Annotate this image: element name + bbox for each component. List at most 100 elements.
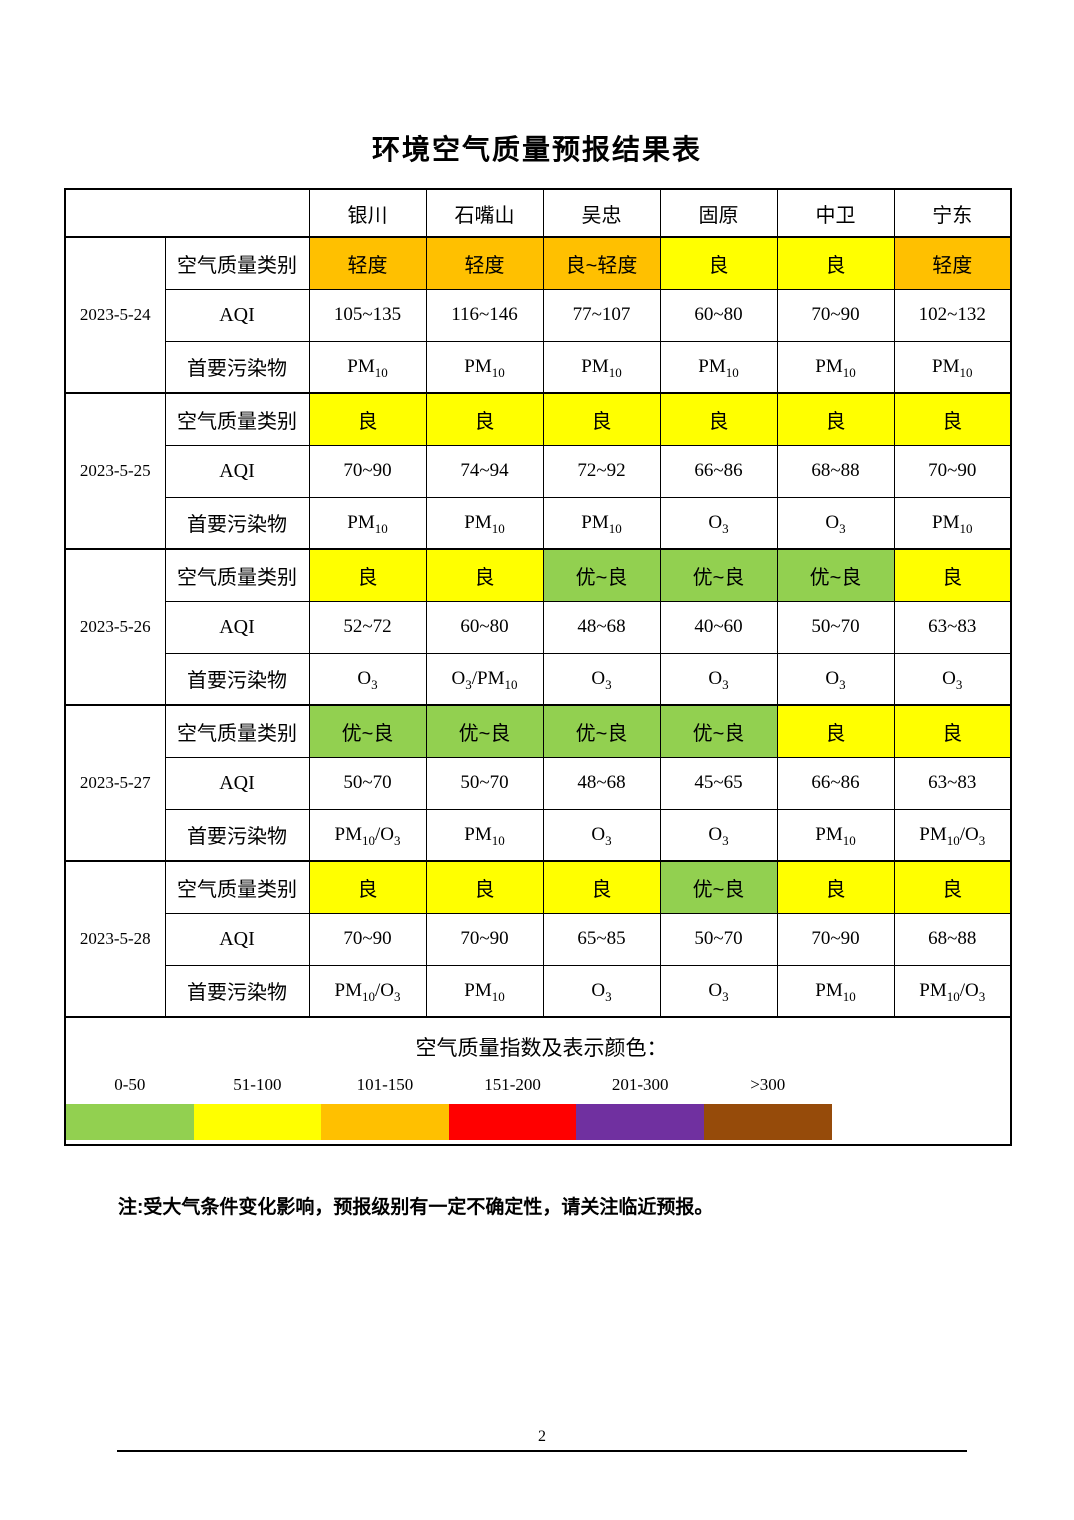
category-cell: 优~良	[659, 704, 778, 758]
aqi-cell: 116~146	[425, 288, 544, 342]
pollutant-cell: PM10	[542, 340, 661, 394]
pollutant-cell: PM10/O3	[308, 808, 427, 862]
aqi-cell: 60~80	[659, 288, 778, 342]
aqi-forecast-table: 银川 石嘴山 吴忠 固原 中卫 宁东 2023-5-24 空气质量类别 轻度 轻度 良~轻度良良轻…	[64, 188, 1012, 1146]
aqi-cell: 60~80	[425, 600, 544, 654]
aqi-cell: 50~70	[776, 600, 895, 654]
aqi-cell: 50~70	[308, 756, 427, 810]
category-cell: 良	[308, 392, 427, 446]
row-label-aqi: AQI	[164, 444, 310, 498]
city-header-row: 银川 石嘴山 吴忠 固原 中卫 宁东	[64, 188, 1012, 238]
row-label-pollutant: 首要污染物	[164, 808, 310, 862]
aqi-cell: 70~90	[308, 912, 427, 966]
category-cell: 良	[776, 236, 895, 290]
aqi-cell: 70~90	[425, 912, 544, 966]
legend-color-swatch	[703, 1103, 832, 1140]
table-row-aqi: AQI 105~135 116~146 77~107 60~80 70~90 102~132	[65, 288, 1012, 342]
pollutant-cell: PM10	[776, 340, 895, 394]
aqi-cell: 50~70	[425, 756, 544, 810]
category-cell: 良	[776, 392, 895, 446]
footer-rule: 2	[117, 1428, 967, 1452]
row-label-aqi: AQI	[164, 600, 310, 654]
table-row-aqi: AQI 52~72 60~80 48~68 40~60 50~70 63~83	[65, 600, 1012, 654]
aqi-cell: 63~83	[893, 756, 1012, 810]
aqi-cell: 70~90	[893, 444, 1012, 498]
pollutant-cell: O3	[308, 652, 427, 706]
pollutant-cell: PM10	[776, 808, 895, 862]
row-label-pollutant: 首要污染物	[164, 964, 310, 1018]
row-label-category: 空气质量类别	[164, 860, 310, 914]
aqi-cell: 72~92	[542, 444, 661, 498]
aqi-cell: 74~94	[425, 444, 544, 498]
aqi-cell: 68~88	[893, 912, 1012, 966]
category-cell: 优~良	[659, 548, 778, 602]
row-label-category: 空气质量类别	[164, 548, 310, 602]
table-row-category: 2023-5-24 空气质量类别 轻度 轻度 良~轻度良良轻度	[64, 236, 1012, 394]
legend-range-label: 101-150	[356, 1074, 414, 1094]
aqi-cell: 48~68	[542, 600, 661, 654]
pollutant-cell: PM10	[425, 808, 544, 862]
row-label-aqi: AQI	[164, 912, 310, 966]
category-cell: 良	[893, 392, 1012, 446]
category-cell: 良	[542, 392, 661, 446]
pollutant-cell: PM10	[425, 340, 544, 394]
table-row-pollutant: 首要污染物 PM10/O3 PM10 O3 O3 PM10 PM10/O3	[65, 964, 1012, 1018]
date-cell: 2023-5-27	[64, 704, 166, 862]
category-cell: 优~良	[659, 860, 778, 914]
table-row-pollutant: 首要污染物 O3 O3/PM10 O3 O3 O3 O3	[65, 652, 1012, 706]
pollutant-cell: PM10	[425, 496, 544, 550]
pollutant-cell: O3	[659, 496, 778, 550]
legend-cell: 空气质量指数及表示颜色： 0-50 51-100 101-150 151-200 201…	[64, 1016, 1012, 1146]
aqi-cell: 70~90	[308, 444, 427, 498]
city-header: 银川	[308, 188, 427, 238]
pollutant-cell: PM10	[308, 340, 427, 394]
pollutant-cell: PM10	[893, 340, 1012, 394]
category-cell: 优~良	[308, 704, 427, 758]
category-cell: 良	[893, 704, 1012, 758]
table-row-category: 2023-5-28 空气质量类别良良良优~良良良	[64, 860, 1012, 1018]
legend-title: 空气质量指数及表示颜色：	[415, 1036, 668, 1060]
date-cell: 2023-5-28	[64, 860, 166, 1018]
category-cell: 良	[776, 704, 895, 758]
category-cell: 良	[893, 860, 1012, 914]
legend-range-label: 0-50	[114, 1074, 146, 1094]
category-cell: 良	[425, 392, 544, 446]
pollutant-cell: O3	[542, 652, 661, 706]
city-header: 固原	[659, 188, 778, 238]
aqi-cell: 70~90	[776, 912, 895, 966]
aqi-cell: 40~60	[659, 600, 778, 654]
pollutant-cell: O3	[776, 496, 895, 550]
aqi-cell: 66~86	[776, 756, 895, 810]
row-label-category: 空气质量类别	[164, 392, 310, 446]
legend-color-bar	[66, 1103, 832, 1140]
pollutant-cell: PM10	[893, 496, 1012, 550]
category-cell: 良	[308, 860, 427, 914]
category-cell: 优~良	[776, 548, 895, 602]
table-row-pollutant: 首要污染物 PM10 PM10 PM10 O3 O3 PM10	[65, 496, 1012, 550]
table-row-category: 2023-5-25 空气质量类别良良良良良良	[64, 392, 1012, 550]
table-header: 银川 石嘴山 吴忠 固原 中卫 宁东	[64, 188, 1012, 238]
table-row-category: 2023-5-26 空气质量类别良良优~良 优~良 优~良良	[64, 548, 1012, 706]
pollutant-cell: PM10	[659, 340, 778, 394]
corner-cell	[64, 188, 310, 238]
pollutant-cell: PM10	[776, 964, 895, 1018]
page-number: 2	[538, 1428, 546, 1445]
aqi-cell: 105~135	[308, 288, 427, 342]
category-cell: 良	[893, 548, 1012, 602]
legend-color-swatch	[576, 1103, 704, 1140]
date-cell: 2023-5-25	[64, 392, 166, 550]
pollutant-cell: O3	[542, 964, 661, 1018]
category-cell: 轻度	[425, 236, 544, 290]
aqi-cell: 70~90	[776, 288, 895, 342]
table-row-category: 2023-5-27 空气质量类别 优~良 优~良 优~良 优~良良良	[64, 704, 1012, 862]
date-cell: 2023-5-24	[64, 236, 166, 394]
row-label-aqi: AQI	[164, 756, 310, 810]
pollutant-cell: O3/PM10	[425, 652, 544, 706]
category-cell: 优~良	[425, 704, 544, 758]
category-cell: 优~良	[542, 548, 661, 602]
pollutant-cell: O3	[893, 652, 1012, 706]
category-cell: 良	[425, 548, 544, 602]
category-cell: 良	[659, 392, 778, 446]
category-cell: 良	[776, 860, 895, 914]
